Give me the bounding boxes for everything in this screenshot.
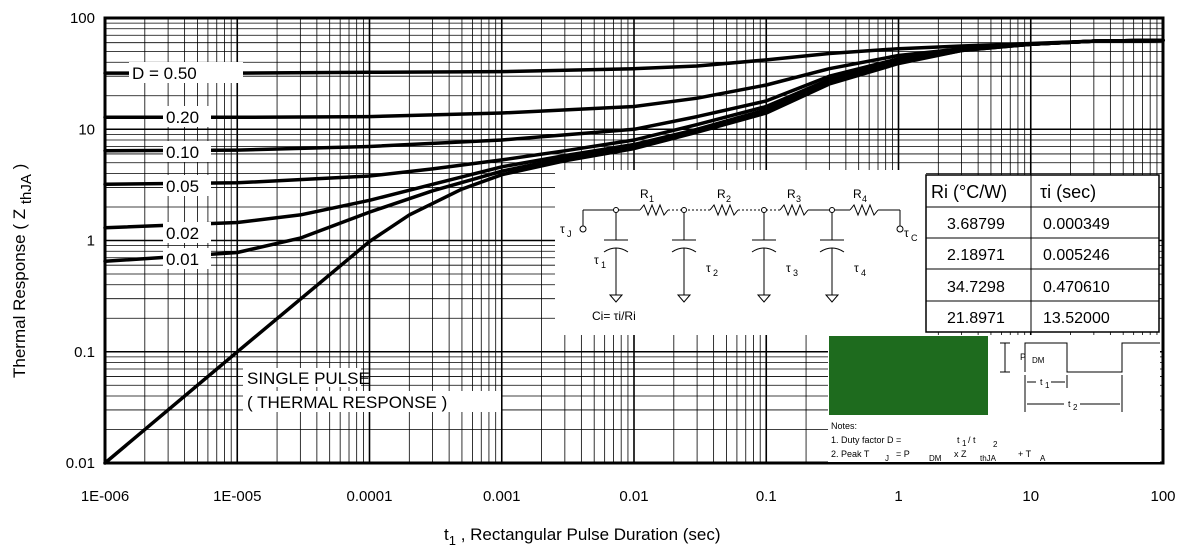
r4-label: R (853, 187, 862, 201)
x-axis-title-sub: 1 (449, 533, 456, 548)
x-tick-label: 1E-005 (213, 488, 261, 505)
notes-line1-t1-sub: 1 (962, 439, 967, 448)
tau4-sub: 4 (861, 268, 866, 278)
y-tick-label: 100 (70, 10, 95, 27)
x-tick-label: 100 (1150, 488, 1175, 505)
curve-label-d002: 0.02 (166, 224, 199, 243)
x-tick-label: 0.0001 (347, 488, 393, 505)
pdm-label: P (1020, 352, 1026, 362)
r3-label: R (787, 187, 796, 201)
r4-sub: 4 (862, 194, 867, 204)
tau-c-label: τ (904, 226, 909, 240)
curve-labels: D = 0.50 0.20 0.10 0.05 0.02 0.01 SINGLE… (129, 62, 501, 412)
notes-line1-t2: / t (968, 435, 976, 445)
table-cell-r3: 34.7298 (947, 279, 1005, 296)
notes-line2-sub3: thJA (980, 454, 997, 463)
t1-sub: 1 (1045, 381, 1050, 390)
tau3-label: τ (786, 261, 791, 275)
tau1-label: τ (594, 253, 599, 267)
table-cell-r2: 2.18971 (947, 247, 1005, 264)
pdm-sub: DM (1032, 356, 1045, 365)
x-tick-label: 1E-006 (81, 488, 129, 505)
notes-line2-sub2: DM (929, 454, 942, 463)
curve-label-d005: 0.05 (166, 177, 199, 196)
y-axis-title-main: Thermal Response ( Z (10, 204, 29, 378)
y-tick-label: 0.01 (66, 455, 95, 472)
r1-label: R (640, 187, 649, 201)
x-tick-label: 1 (894, 488, 902, 505)
x-axis-title-main: t (444, 525, 449, 544)
notes-line2-sub4: A (1040, 454, 1046, 463)
t1-label: t (1040, 377, 1043, 387)
tau1-sub: 1 (601, 260, 606, 270)
table-header-ri: Ri (°C/W) (931, 182, 1007, 202)
notes-line2-a: 2. Peak T (831, 449, 870, 459)
series-lines (103, 38, 1165, 465)
curve-label-d001: 0.01 (166, 250, 199, 269)
r2-label: R (717, 187, 726, 201)
tau3-sub: 3 (793, 268, 798, 278)
tau-j-label: τ (560, 222, 565, 236)
table-cell-t1: 0.000349 (1043, 216, 1110, 233)
x-axis-title: t1 , Rectangular Pulse Duration (sec) (444, 525, 721, 548)
tau2-sub: 2 (713, 268, 718, 278)
tau2-label: τ (706, 261, 711, 275)
tau-j-sub: J (567, 229, 572, 239)
notes-inset: P DM t 1 t 2 Notes: 1. Duty factor D = t… (828, 335, 1160, 463)
ci-formula: Ci= τi/Ri (592, 309, 636, 323)
table-header-taui: τi (sec) (1040, 182, 1096, 202)
x-tick-label: 0.001 (483, 488, 521, 505)
table-cell-r4: 21.8971 (947, 310, 1005, 327)
x-axis-ticks: 1E-006 1E-005 0.0001 0.001 0.01 0.1 1 10 100 (81, 488, 1176, 505)
x-tick-label: 0.01 (619, 488, 648, 505)
notes-line1-t2-sub: 2 (993, 440, 998, 449)
x-tick-label: 10 (1022, 488, 1039, 505)
notes-line1-a: 1. Duty factor D = (831, 435, 901, 445)
table-cell-r1: 3.68799 (947, 216, 1005, 233)
tau-c-sub: C (911, 233, 918, 243)
curve-label-d010: 0.10 (166, 143, 199, 162)
notes-title: Notes: (831, 421, 857, 431)
rc-network-inset: R 1 R 2 R 3 R 4 τ J τ C τ 1 τ 2 τ 3 τ 4 … (555, 170, 926, 335)
x-axis-title-rest: , Rectangular Pulse Duration (sec) (456, 525, 721, 544)
tau4-label: τ (854, 261, 859, 275)
r2-sub: 2 (726, 194, 731, 204)
notes-line2-c: x Z (954, 449, 967, 459)
y-tick-label: 10 (78, 121, 95, 138)
y-axis-title: Thermal Response ( Z thJA ) (10, 164, 35, 378)
thermal-response-label: ( THERMAL RESPONSE ) (247, 393, 447, 412)
notes-line1-t1: t (957, 435, 960, 445)
curve-label-d020: 0.20 (166, 108, 199, 127)
t2-label: t (1068, 399, 1071, 409)
single-pulse-label: SINGLE PULSE (247, 369, 370, 388)
t2-sub: 2 (1073, 403, 1078, 412)
series-line-6 (103, 38, 1165, 465)
curve-label-d050: D = 0.50 (132, 64, 197, 83)
rc-parameter-table: Ri (°C/W) τi (sec) 3.68799 0.000349 2.18… (925, 174, 1160, 333)
y-tick-label: 0.1 (74, 344, 95, 361)
notes-line2-b: = P (896, 449, 910, 459)
x-tick-label: 0.1 (756, 488, 777, 505)
notes-line2-sub1: J (885, 454, 889, 463)
plot-area-frame (103, 16, 1165, 465)
y-axis-ticks: 0.01 0.1 1 10 100 (66, 10, 95, 472)
r3-sub: 3 (796, 194, 801, 204)
table-cell-t2: 0.005246 (1043, 247, 1110, 264)
table-cell-t3: 0.470610 (1043, 279, 1110, 296)
notes-line2-d: + T (1018, 449, 1032, 459)
table-cell-t4: 13.52000 (1043, 310, 1110, 327)
y-axis-title-end: ) (10, 164, 29, 174)
green-swatch (829, 336, 988, 415)
y-tick-label: 1 (87, 233, 95, 250)
r1-sub: 1 (649, 194, 654, 204)
y-axis-title-sub: thJA (18, 174, 35, 204)
